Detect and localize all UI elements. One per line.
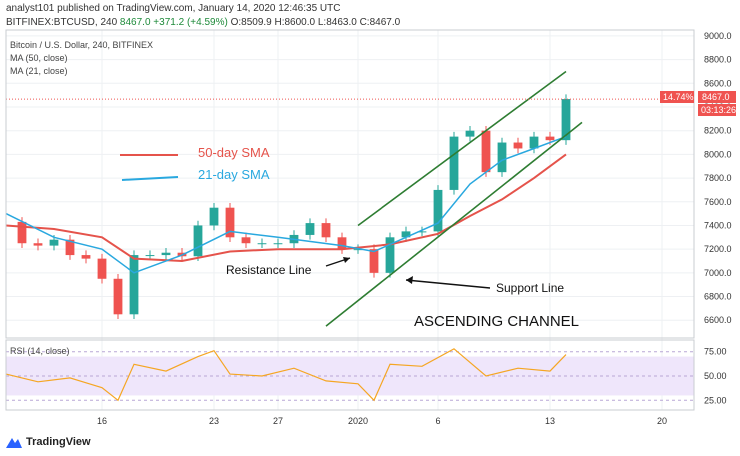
- pct-tag: [660, 91, 694, 103]
- candle-body: [273, 243, 283, 245]
- chart-title: Bitcoin / U.S. Dollar, 240, BITFINEX: [10, 40, 154, 50]
- candle-body: [513, 142, 523, 149]
- last-price: 8467.0: [119, 17, 151, 28]
- price-change: +371.2 (+4.59%): [153, 17, 228, 28]
- countdown-tag: [698, 104, 736, 116]
- candle-body: [385, 237, 395, 273]
- y-tick-label: 8800.0: [704, 55, 732, 65]
- countdown-tag-text: 03:13:26: [701, 105, 736, 115]
- ma50-line: [5, 153, 567, 263]
- tradingview-logo-icon: [6, 436, 22, 448]
- candle-body: [257, 243, 267, 245]
- y-tick-label: 7400.0: [704, 220, 732, 230]
- candle-body: [161, 252, 171, 256]
- ma50-legend: MA (50, close): [10, 53, 68, 63]
- candle-body: [481, 130, 491, 173]
- y-tick-label: 7200.0: [704, 244, 732, 254]
- rsi-pane: [5, 348, 694, 402]
- candle-body: [417, 231, 427, 233]
- ma21-legend: MA (21, close): [10, 66, 68, 76]
- rsi-tick-label: 50.00: [704, 371, 727, 381]
- y-tick-label: 7600.0: [704, 197, 732, 207]
- y-tick-label: 8000.0: [704, 149, 732, 159]
- resistance-annotation: Resistance Line: [226, 263, 312, 277]
- candle-body: [97, 258, 107, 279]
- channel-upper-line: [357, 70, 567, 227]
- candle-body: [17, 221, 27, 244]
- candle-body: [65, 239, 75, 256]
- tradingview-brand-label: TradingView: [26, 436, 91, 448]
- candle-body: [193, 225, 203, 257]
- rsi-pane-frame: [5, 339, 695, 411]
- sma21-annotation: 21-day SMA: [198, 167, 270, 182]
- candle-body: [129, 255, 139, 315]
- y-tick-label: 8200.0: [704, 126, 732, 136]
- candle-body: [353, 249, 363, 251]
- candle-body: [545, 136, 555, 141]
- price-tag: [698, 91, 736, 103]
- x-tick-label: 20: [657, 416, 667, 426]
- y-tick-label: 7000.0: [704, 268, 732, 278]
- candle-body: [49, 239, 59, 246]
- sma21-key-line: [121, 176, 179, 181]
- publish-header: analyst101 published on TradingView.com,…: [6, 3, 341, 14]
- x-tick-label: 16: [97, 416, 107, 426]
- y-tick-label: 6600.0: [704, 315, 732, 325]
- price-pane-frame: [5, 29, 695, 339]
- candle-body: [305, 223, 315, 235]
- candle-body: [113, 278, 123, 315]
- indicator-lines: [5, 70, 694, 327]
- x-tick-label: 27: [273, 416, 283, 426]
- price-tag-text: 8467.0: [702, 92, 730, 102]
- ma21-line: [5, 135, 567, 274]
- channel-annotation: ASCENDING CHANNEL: [414, 313, 579, 330]
- candle-body: [241, 237, 251, 244]
- rsi-label: RSI (14, close): [10, 346, 70, 356]
- x-tick-label: 6: [435, 416, 440, 426]
- ohlc-values: O:8509.9 H:8600.0 L:8463.0 C:8467.0: [230, 17, 401, 28]
- tradingview-brand[interactable]: TradingView: [6, 436, 91, 448]
- candle-body: [81, 255, 91, 259]
- candle-body: [497, 142, 507, 173]
- candle-body: [337, 237, 347, 250]
- candle-body: [433, 189, 443, 232]
- candle-body: [321, 223, 331, 238]
- y-tick-label: 9000.0: [704, 31, 732, 41]
- y-tick-label: 6800.0: [704, 292, 732, 302]
- candle-body: [449, 136, 459, 190]
- support-annotation: Support Line: [496, 281, 564, 295]
- candle-body: [465, 130, 475, 137]
- candle-body: [561, 99, 571, 141]
- rsi-line: [5, 348, 567, 402]
- rsi-tick-label: 75.00: [704, 347, 727, 357]
- candle-body: [225, 207, 235, 238]
- y-tick-label: 7800.0: [704, 173, 732, 183]
- y-tick-label: 8600.0: [704, 78, 732, 88]
- symbol-header: BITFINEX:BTCUSD, 240 8467.0 +371.2 (+4.5…: [6, 17, 400, 28]
- rsi-tick-label: 25.00: [704, 395, 727, 405]
- symbol-name: BITFINEX:BTCUSD, 240: [6, 17, 118, 28]
- candle-body: [369, 249, 379, 273]
- candle-body: [145, 255, 155, 257]
- grid-lines: [6, 30, 694, 410]
- candle-body: [401, 231, 411, 238]
- x-tick-label: 13: [545, 416, 555, 426]
- support-arrow: [405, 279, 491, 289]
- candle-body: [209, 207, 219, 226]
- pct-tag-text: 14.74%: [663, 92, 694, 102]
- x-tick-label: 23: [209, 416, 219, 426]
- sma50-annotation: 50-day SMA: [198, 145, 270, 160]
- support-arrowhead-icon: [406, 276, 413, 284]
- resistance-arrowhead-icon: [343, 257, 350, 263]
- channel-lower-line: [325, 121, 583, 327]
- candle-body: [33, 243, 43, 246]
- x-tick-label: 2020: [348, 416, 368, 426]
- candle-body: [529, 136, 539, 149]
- candles: [17, 94, 571, 320]
